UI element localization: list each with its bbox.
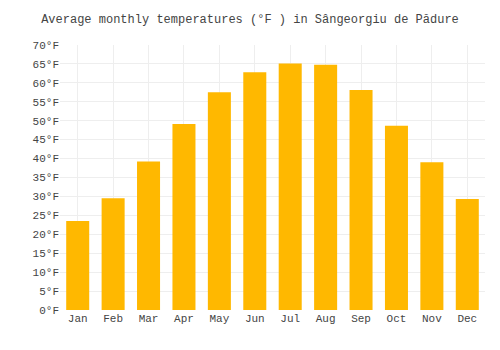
svg-text:15°F: 15°F (33, 248, 59, 260)
svg-text:35°F: 35°F (33, 172, 59, 184)
svg-text:Mar: Mar (139, 313, 159, 325)
svg-text:0°F: 0°F (39, 305, 59, 317)
svg-text:Aug: Aug (316, 313, 336, 325)
svg-text:Dec: Dec (457, 313, 477, 325)
svg-text:Apr: Apr (174, 313, 194, 325)
svg-text:30°F: 30°F (33, 191, 59, 203)
svg-text:Average monthly temperatures (: Average monthly temperatures (°F ) in Sâ… (41, 13, 459, 27)
svg-text:Feb: Feb (103, 313, 123, 325)
svg-text:Jan: Jan (68, 313, 88, 325)
svg-text:50°F: 50°F (33, 116, 59, 128)
svg-text:70°F: 70°F (33, 40, 59, 52)
svg-text:20°F: 20°F (33, 229, 59, 241)
svg-text:40°F: 40°F (33, 153, 59, 165)
svg-text:Nov: Nov (422, 313, 442, 325)
svg-text:Sep: Sep (351, 313, 371, 325)
svg-text:May: May (209, 313, 229, 325)
svg-text:25°F: 25°F (33, 210, 59, 222)
svg-text:65°F: 65°F (33, 59, 59, 71)
svg-text:10°F: 10°F (33, 267, 59, 279)
svg-text:45°F: 45°F (33, 134, 59, 146)
svg-text:55°F: 55°F (33, 97, 59, 109)
svg-text:5°F: 5°F (39, 286, 59, 298)
svg-text:Jul: Jul (280, 313, 300, 325)
svg-text:Oct: Oct (387, 313, 407, 325)
svg-text:Jun: Jun (245, 313, 265, 325)
svg-text:60°F: 60°F (33, 78, 59, 90)
